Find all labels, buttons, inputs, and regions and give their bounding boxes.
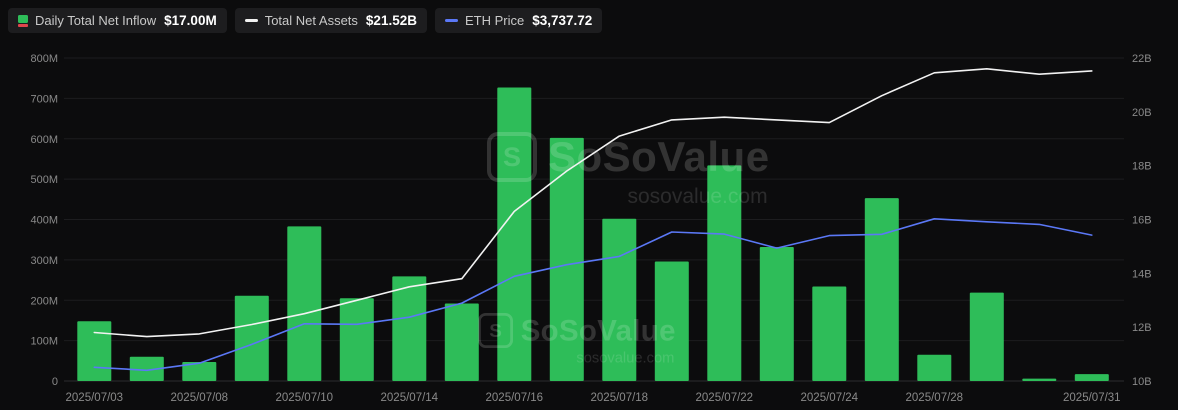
legend-label: Total Net Assets xyxy=(264,13,358,28)
inflow-bar[interactable] xyxy=(602,218,637,381)
inflow-bar[interactable] xyxy=(1022,378,1057,381)
eth-price-line xyxy=(93,218,1093,372)
legend-value: $17.00M xyxy=(164,13,217,28)
candlestick-icon xyxy=(18,14,28,27)
y-axis-right-label: 22B xyxy=(1132,53,1152,65)
inflow-bar[interactable] xyxy=(864,198,899,381)
blue-line-icon xyxy=(444,19,458,22)
y-axis-left-label: 500M xyxy=(30,174,58,186)
inflow-bar[interactable] xyxy=(234,295,269,381)
legend-item-eth-price[interactable]: ETH Price $3,737.72 xyxy=(434,8,603,33)
white-line-icon xyxy=(244,19,258,22)
inflow-bar[interactable] xyxy=(1074,374,1109,381)
x-axis-label: 2025/07/10 xyxy=(276,392,334,404)
y-axis-left-label: 700M xyxy=(30,93,58,105)
legend-item-total-net-assets[interactable]: Total Net Assets $21.52B xyxy=(234,8,427,33)
y-axis-right-label: 12B xyxy=(1132,322,1152,334)
inflow-bar[interactable] xyxy=(77,321,112,381)
inflow-bar[interactable] xyxy=(917,354,952,381)
y-axis-left-label: 100M xyxy=(30,336,58,348)
y-axis-right-label: 10B xyxy=(1132,376,1152,388)
y-axis-left-label: 400M xyxy=(30,215,58,227)
x-axis-label: 2025/07/28 xyxy=(906,392,964,404)
x-axis-label: 2025/07/22 xyxy=(696,392,754,404)
y-axis-right-label: 18B xyxy=(1132,161,1152,173)
y-axis-left-label: 300M xyxy=(30,255,58,267)
inflow-bar[interactable] xyxy=(707,165,742,381)
inflow-bar[interactable] xyxy=(129,356,164,381)
inflow-bar[interactable] xyxy=(287,226,322,381)
x-axis-label: 2025/07/31 xyxy=(1063,392,1121,404)
inflow-bar[interactable] xyxy=(182,362,217,381)
legend-label: Daily Total Net Inflow xyxy=(35,13,157,28)
inflow-bar[interactable] xyxy=(812,286,847,382)
y-axis-right-label: 14B xyxy=(1132,268,1152,280)
inflow-bar[interactable] xyxy=(654,261,689,382)
legend-value: $21.52B xyxy=(365,13,417,28)
y-axis-right-label: 20B xyxy=(1132,107,1152,119)
y-axis-left-label: 800M xyxy=(30,53,58,65)
inflow-bar[interactable] xyxy=(444,303,479,382)
y-axis-left-label: 600M xyxy=(30,134,58,146)
legend-label: ETH Price xyxy=(464,13,525,28)
net-assets-line xyxy=(93,68,1093,338)
x-axis-label: 2025/07/03 xyxy=(66,392,124,404)
legend: Daily Total Net Inflow $17.00M Total Net… xyxy=(8,8,603,33)
inflow-bar[interactable] xyxy=(497,87,532,382)
y-axis-right-label: 16B xyxy=(1132,215,1152,227)
x-axis-label: 2025/07/08 xyxy=(171,392,229,404)
inflow-bar[interactable] xyxy=(392,276,427,381)
legend-item-daily-net-inflow[interactable]: Daily Total Net Inflow $17.00M xyxy=(8,8,227,33)
y-axis-left-label: 0 xyxy=(52,376,58,388)
legend-value: $3,737.72 xyxy=(532,13,593,28)
x-axis-label: 2025/07/16 xyxy=(486,392,544,404)
x-axis-label: 2025/07/24 xyxy=(801,392,859,404)
inflow-bar[interactable] xyxy=(969,292,1004,381)
inflow-bar[interactable] xyxy=(339,298,374,381)
inflow-bar[interactable] xyxy=(759,247,794,381)
y-axis-left-label: 200M xyxy=(30,295,58,307)
x-axis-label: 2025/07/18 xyxy=(591,392,649,404)
inflow-bar[interactable] xyxy=(549,137,584,381)
x-axis-label: 2025/07/14 xyxy=(381,392,439,404)
